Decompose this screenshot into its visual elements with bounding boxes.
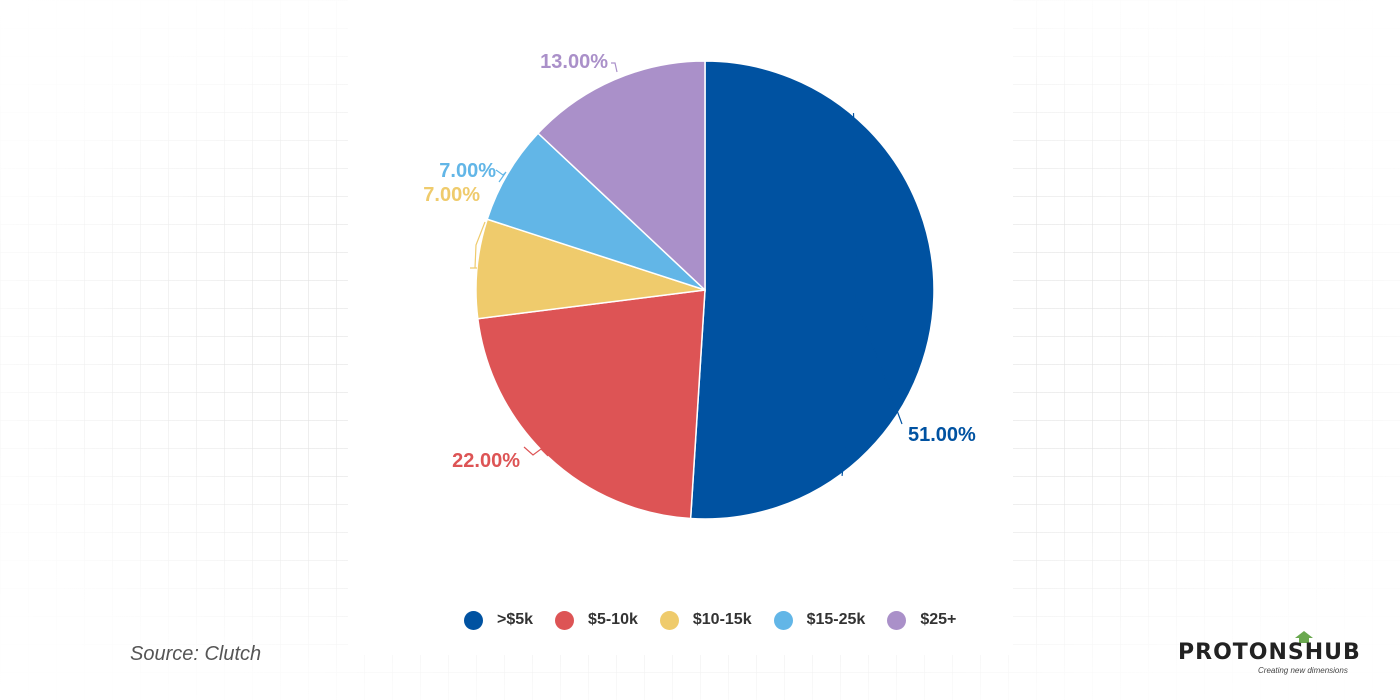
pie-slice-0 bbox=[689, 60, 935, 520]
pie-slice-4 bbox=[537, 60, 706, 292]
data-labels: 51.00% 22.00% 7.00%7.00% 13.00% bbox=[423, 51, 976, 472]
leader-line-1 bbox=[523, 446, 549, 457]
protonshub-logo: PROTONSHUB Creating new dimensions bbox=[1178, 630, 1360, 680]
legend-item-4: $25+ bbox=[887, 610, 957, 630]
legend-label: >$5k bbox=[497, 611, 534, 628]
legend-swatch bbox=[659, 610, 679, 630]
pie-chart: 51.00% 22.00% 7.00%7.00% 13.00% bbox=[423, 51, 976, 520]
legend: >$5k $5-10k $10-15k $15-25k $25+ bbox=[464, 605, 978, 635]
leader-line-3 bbox=[495, 169, 507, 183]
leader-line-0 bbox=[841, 113, 903, 476]
legend-label: $15-25k bbox=[806, 611, 866, 628]
logo-brand: PROTONSHUB bbox=[1178, 640, 1361, 665]
legend-swatch bbox=[464, 610, 483, 630]
legend-swatch bbox=[555, 610, 575, 630]
pie-slice-1 bbox=[476, 289, 706, 520]
data-label-3: 7.00% bbox=[439, 160, 496, 182]
legend-item-2: $10-15k bbox=[659, 610, 752, 630]
logo-roof-icon bbox=[1295, 631, 1313, 643]
legend-swatch bbox=[887, 610, 907, 630]
data-label-4: 13.00% bbox=[540, 51, 608, 73]
data-label-1: 22.00% bbox=[452, 450, 520, 472]
legend-item-3: $15-25k bbox=[773, 610, 866, 630]
data-label-0: 51.00% bbox=[908, 424, 976, 446]
leader-line-2 bbox=[470, 221, 486, 269]
legend-item-0: >$5k bbox=[464, 610, 534, 630]
leader-line-4 bbox=[611, 62, 618, 73]
label-leaders bbox=[470, 62, 903, 476]
legend-label: $5-10k bbox=[588, 611, 638, 628]
pie-slices bbox=[475, 60, 935, 520]
data-label-2: 7.00% bbox=[423, 184, 480, 206]
legend-item-1: $5-10k bbox=[555, 610, 638, 630]
logo-tagline: Creating new dimensions bbox=[1258, 666, 1348, 675]
legend-swatch bbox=[773, 610, 793, 630]
legend-label: $10-15k bbox=[692, 611, 752, 628]
legend-label: $25+ bbox=[920, 611, 957, 628]
source-caption: Source: Clutch bbox=[130, 643, 262, 665]
